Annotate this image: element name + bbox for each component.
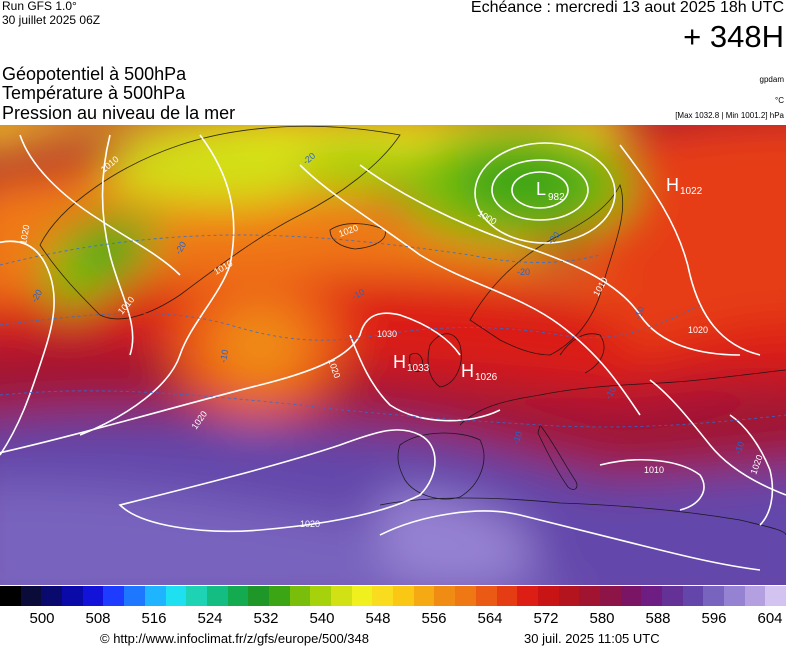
scale-swatch [62, 586, 83, 606]
high-value: 1033 [407, 363, 430, 374]
scale-swatch [537, 586, 559, 606]
isotherm-label: -10 [510, 430, 524, 446]
scale-swatch [393, 586, 414, 606]
generated-time: 30 juil. 2025 11:05 UTC [524, 631, 660, 646]
scale-tick-label: 588 [645, 610, 671, 627]
scale-swatch [558, 586, 580, 606]
scale-swatch [496, 586, 518, 606]
forecast-horizon: + 348H [683, 19, 784, 54]
high-value: 1022 [680, 186, 703, 197]
pressure-centers: L 982 H 1022 H 1033 H 1026 [393, 175, 703, 383]
unit-temperature: °C [775, 96, 784, 105]
source-credit: © http://www.infoclimat.fr/z/gfs/europe/… [100, 631, 369, 646]
field-label-temperature: Température à 500hPa [2, 83, 186, 103]
high-value: 1026 [475, 372, 498, 383]
scale-swatch [165, 586, 187, 606]
scale-swatch [455, 586, 476, 606]
scale-swatch [310, 586, 331, 606]
scale-swatch [703, 586, 725, 606]
scale-tick-label: 596 [701, 610, 727, 627]
scale-tick-label: 564 [477, 610, 503, 627]
unit-geopotential: gpdam [759, 75, 784, 84]
scale-swatch [82, 586, 104, 606]
scale-tick-label: 540 [309, 610, 335, 627]
scale-tick-label: 516 [141, 610, 167, 627]
scale-tick-label: 572 [533, 610, 559, 627]
scale-swatch [206, 586, 228, 606]
scale-swatch [351, 586, 373, 606]
scale-swatch [682, 586, 704, 606]
scale-swatch [248, 586, 269, 606]
high-pressure-center: H 1026 [461, 361, 498, 383]
forecast-map: 1010 1020 1010 1000 1010 1020 1030 1020 … [0, 125, 786, 585]
high-symbol: H [666, 175, 679, 195]
field-label-pressure: Pression au niveau de la mer [2, 103, 236, 123]
high-symbol: H [461, 361, 474, 381]
scale-tick-label: 508 [85, 610, 111, 627]
isotherms [0, 234, 786, 428]
field-label-geopotential: Géopotentiel à 500hPa [2, 64, 187, 84]
scale-swatch [599, 586, 621, 606]
scale-swatch [227, 586, 249, 606]
scale-swatch [434, 586, 456, 606]
scale-swatch [289, 586, 311, 606]
scale-swatch [103, 586, 125, 606]
scale-tick-label: 548 [365, 610, 391, 627]
isobar-label: 1020 [300, 519, 320, 529]
scale-tick-label: 500 [29, 610, 55, 627]
unit-pressure-range: [Max 1032.8 | Min 1001.2] hPa [675, 111, 784, 120]
scale-tick-label: 556 [421, 610, 447, 627]
scale-swatch [41, 586, 63, 606]
low-value: 982 [548, 192, 565, 203]
low-pressure-center: L 982 [536, 179, 565, 203]
color-scale-labels: 500 508 516 524 532 540 548 556 564 572 580 588 596 6… [0, 610, 786, 628]
coastlines [39, 125, 786, 536]
scale-swatch [641, 586, 662, 606]
scale-swatch [372, 586, 394, 606]
scale-swatch [620, 586, 642, 606]
high-pressure-center: H 1022 [666, 175, 703, 197]
scale-swatch [144, 586, 166, 606]
scale-swatch [413, 586, 435, 606]
scale-swatch [268, 586, 290, 606]
run-date: 30 juillet 2025 06Z [2, 13, 101, 27]
geopotential-field [0, 125, 786, 585]
low-symbol: L [536, 179, 546, 199]
scale-swatch [662, 586, 683, 606]
scale-swatch [744, 586, 766, 606]
color-scale [0, 586, 786, 606]
isotherm-label: -20 [517, 267, 530, 277]
forecast-valid-time: Echéance : mercredi 13 aout 2025 18h UTC [470, 0, 784, 16]
high-pressure-center: H 1033 [393, 352, 430, 374]
high-symbol: H [393, 352, 406, 372]
isotherm-label: -10 [218, 349, 230, 364]
scale-swatch [0, 586, 21, 606]
isobar-label: 1030 [377, 329, 397, 339]
scale-swatch [331, 586, 352, 606]
scale-swatch [124, 586, 145, 606]
scale-swatch [517, 586, 538, 606]
isobars [0, 134, 786, 571]
scale-swatch [475, 586, 497, 606]
scale-tick-label: 524 [197, 610, 223, 627]
scale-swatch [724, 586, 745, 606]
isobar-label: 1010 [644, 465, 664, 475]
scale-swatch [765, 586, 786, 606]
isobar-label: 1020 [18, 224, 31, 245]
run-title: Run GFS 1.0° [2, 0, 77, 13]
isobar-label: 1020 [688, 325, 708, 335]
scale-tick-label: 604 [757, 610, 783, 627]
isotherm-label: -10 [632, 305, 646, 321]
scale-swatch [20, 586, 42, 606]
isotherm-label: -10 [732, 440, 746, 456]
scale-swatch [186, 586, 207, 606]
scale-tick-label: 532 [253, 610, 279, 627]
scale-tick-label: 580 [589, 610, 615, 627]
scale-swatch [579, 586, 600, 606]
